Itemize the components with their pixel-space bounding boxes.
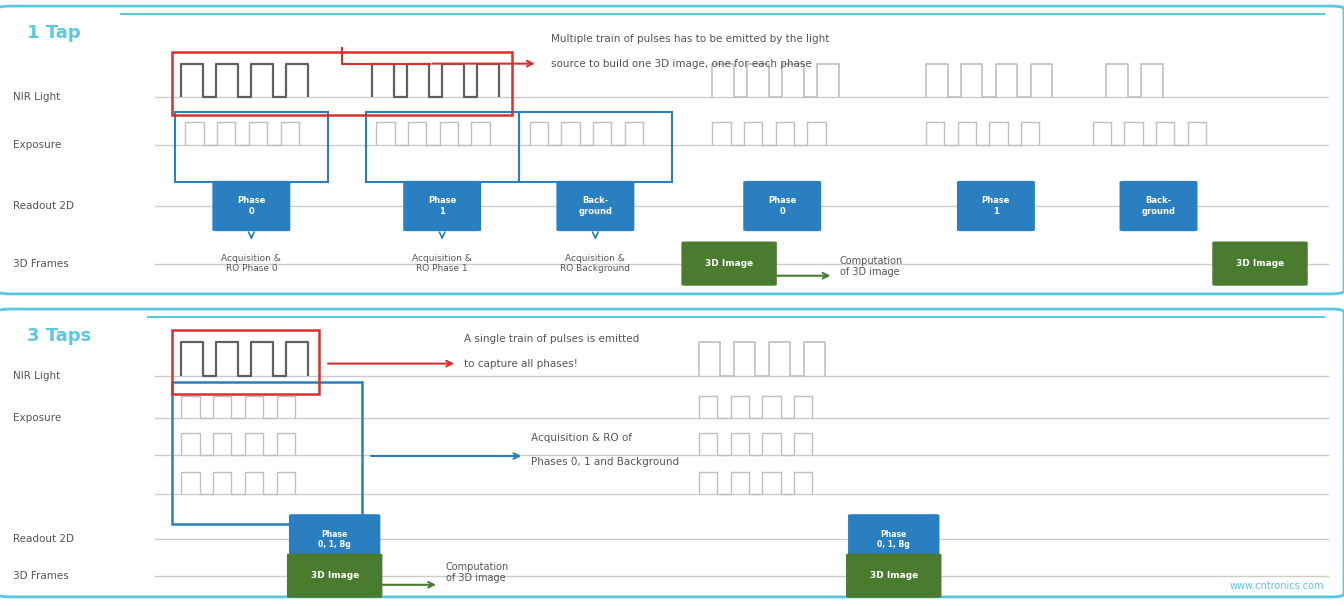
Text: 3D Image: 3D Image [870,571,918,580]
Text: Phase
0, 1, Bg: Phase 0, 1, Bg [319,530,351,549]
Text: 3 Taps: 3 Taps [27,327,91,345]
Text: NIR Light: NIR Light [13,371,60,381]
Text: Phase
0: Phase 0 [237,196,266,216]
Text: Acquisition &
RO Phase 1: Acquisition & RO Phase 1 [413,254,472,273]
Text: Phase
1: Phase 1 [427,196,457,216]
Bar [172,330,319,394]
FancyBboxPatch shape [288,554,383,598]
Text: Back-
ground: Back- ground [578,196,613,216]
Text: Multiple train of pulses has to be emitted by the light: Multiple train of pulses has to be emitt… [551,35,829,44]
Bar [519,112,672,182]
FancyBboxPatch shape [957,181,1035,231]
Text: Exposure: Exposure [13,413,62,423]
FancyBboxPatch shape [848,514,939,565]
Text: Readout 2D: Readout 2D [13,534,74,544]
Text: Computation
of 3D image: Computation of 3D image [445,562,509,584]
Bar [175,112,328,182]
FancyBboxPatch shape [212,181,290,231]
Text: 1 Tap: 1 Tap [27,24,81,42]
FancyBboxPatch shape [681,241,777,285]
Text: A single train of pulses is emitted: A single train of pulses is emitted [464,335,638,344]
FancyBboxPatch shape [403,181,481,231]
FancyBboxPatch shape [1120,181,1198,231]
Text: Phases 0, 1 and Background: Phases 0, 1 and Background [531,457,679,467]
Text: 3D Frames: 3D Frames [13,259,69,268]
Text: 3D Image: 3D Image [706,259,753,268]
Text: to capture all phases!: to capture all phases! [464,359,578,368]
Text: Acquisition & RO of: Acquisition & RO of [531,433,632,443]
Text: Computation
of 3D image: Computation of 3D image [840,256,903,278]
Text: source to build one 3D image, one for each phase: source to build one 3D image, one for ea… [551,59,812,68]
Text: NIR Light: NIR Light [13,92,60,102]
Text: www.cntronics.com: www.cntronics.com [1230,581,1324,591]
FancyBboxPatch shape [847,554,942,598]
Bar [172,382,362,524]
Bar [366,112,519,182]
Text: 3D Image: 3D Image [1236,259,1284,268]
Text: Back-
ground: Back- ground [1141,196,1176,216]
FancyBboxPatch shape [0,6,1344,294]
Text: Phase
0, 1, Bg: Phase 0, 1, Bg [878,530,910,549]
FancyBboxPatch shape [743,181,821,231]
Text: Acquisition &
RO Phase 0: Acquisition & RO Phase 0 [222,254,281,273]
Text: 3D Frames: 3D Frames [13,571,69,581]
FancyBboxPatch shape [289,514,380,565]
Text: Phase
1: Phase 1 [981,196,1011,216]
FancyBboxPatch shape [0,309,1344,597]
FancyBboxPatch shape [1212,241,1308,285]
Text: 3D Image: 3D Image [310,571,359,580]
Text: Exposure: Exposure [13,141,62,150]
Text: Phase
0: Phase 0 [767,196,797,216]
Bar [172,52,512,115]
FancyBboxPatch shape [556,181,634,231]
Text: Readout 2D: Readout 2D [13,201,74,211]
Text: Acquisition &
RO Background: Acquisition & RO Background [560,254,630,273]
